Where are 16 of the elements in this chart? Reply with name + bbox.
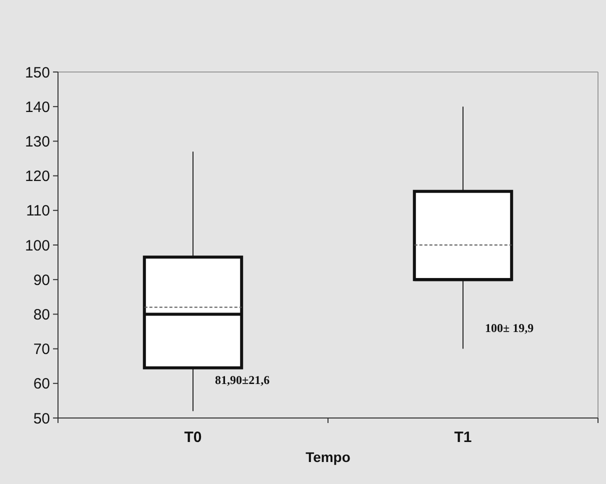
y-tick-label: 90 bbox=[33, 272, 50, 289]
y-tick-label: 80 bbox=[33, 306, 50, 324]
y-tick-label: 110 bbox=[26, 202, 50, 220]
x-axis-title: Tempo bbox=[306, 449, 350, 465]
y-tick-label: 150 bbox=[24, 64, 50, 82]
y-tick-label: 130 bbox=[24, 133, 50, 150]
y-tick-label: 140 bbox=[24, 98, 50, 116]
x-tick-label: T0 bbox=[184, 429, 202, 446]
y-tick-label: 50 bbox=[33, 410, 50, 428]
y-tick-label: 60 bbox=[33, 376, 50, 393]
y-tick-label: 120 bbox=[24, 168, 50, 186]
annotation: 100± 19,9 bbox=[485, 321, 534, 336]
x-tick-label: T1 bbox=[454, 429, 472, 446]
y-tick-label: 70 bbox=[33, 341, 50, 358]
annotation: 81,90±21,6 bbox=[215, 373, 270, 388]
y-tick-label: 100 bbox=[24, 237, 50, 254]
